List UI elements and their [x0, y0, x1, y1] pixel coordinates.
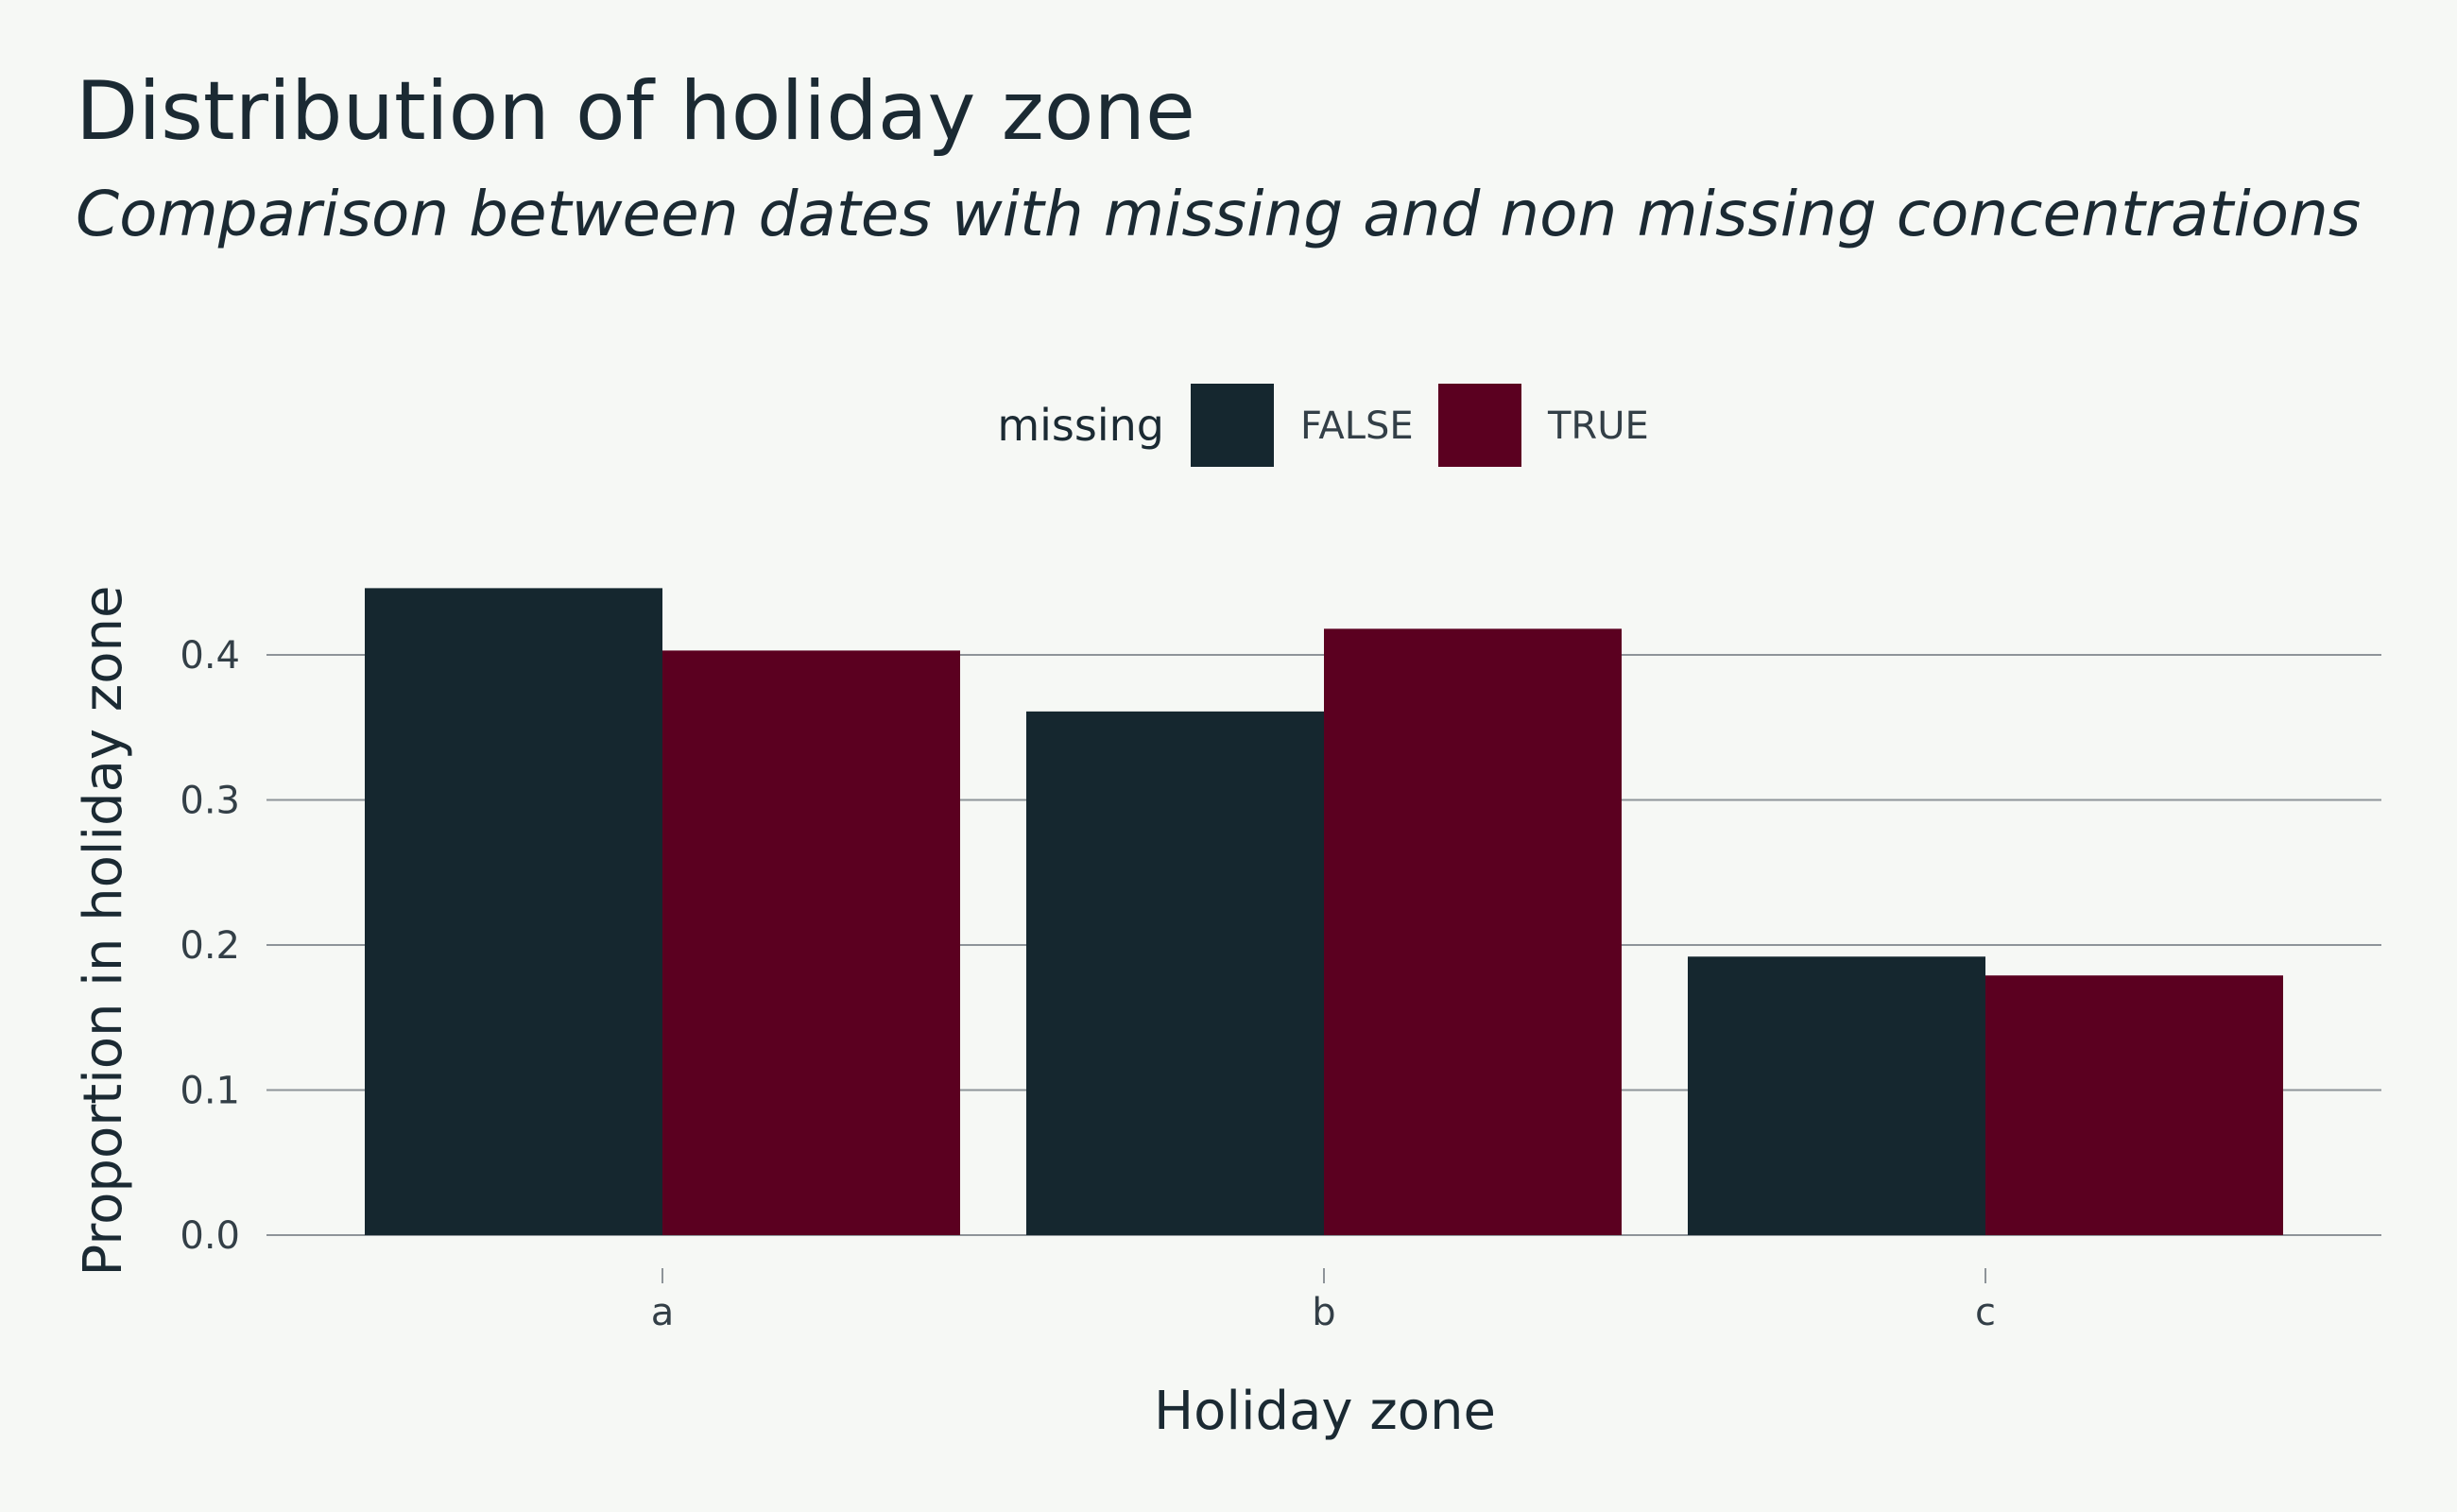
x-axis: a b c	[651, 1268, 1996, 1334]
x-axis-title: Holiday zone	[1154, 1381, 1496, 1442]
y-tick-label-2: 0.2	[180, 924, 240, 968]
bar-c-true	[1985, 975, 2283, 1235]
legend-label-true: TRUE	[1547, 404, 1649, 448]
y-tick-label-1: 0.1	[180, 1070, 240, 1113]
y-tick-label-3: 0.3	[180, 780, 240, 823]
y-tick-label-4: 0.4	[180, 634, 240, 678]
legend: missing FALSE TRUE	[997, 384, 1649, 467]
legend-key-true	[1438, 384, 1521, 467]
legend-label-false: FALSE	[1300, 404, 1414, 448]
legend-title: missing	[997, 400, 1164, 451]
y-axis: 0.0 0.1 0.2 0.3 0.4	[180, 634, 240, 1258]
bar-a-true	[662, 650, 960, 1235]
y-axis-title: Proportion in holiday zone	[73, 586, 134, 1277]
bar-c-false	[1688, 956, 1985, 1235]
x-tick-label-a: a	[651, 1291, 675, 1334]
legend-key-false	[1191, 384, 1274, 467]
bar-b-false	[1026, 711, 1324, 1235]
bar-a-false	[365, 588, 662, 1235]
chart-title: Distribution of holiday zone	[76, 64, 1195, 159]
x-tick-label-b: b	[1312, 1291, 1335, 1334]
x-tick-label-c: c	[1975, 1291, 1996, 1334]
chart-subtitle: Comparison between dates with missing an…	[76, 178, 2362, 250]
y-tick-label-0: 0.0	[180, 1214, 240, 1258]
bar-b-true	[1324, 628, 1622, 1235]
bars-layer	[365, 588, 2283, 1235]
